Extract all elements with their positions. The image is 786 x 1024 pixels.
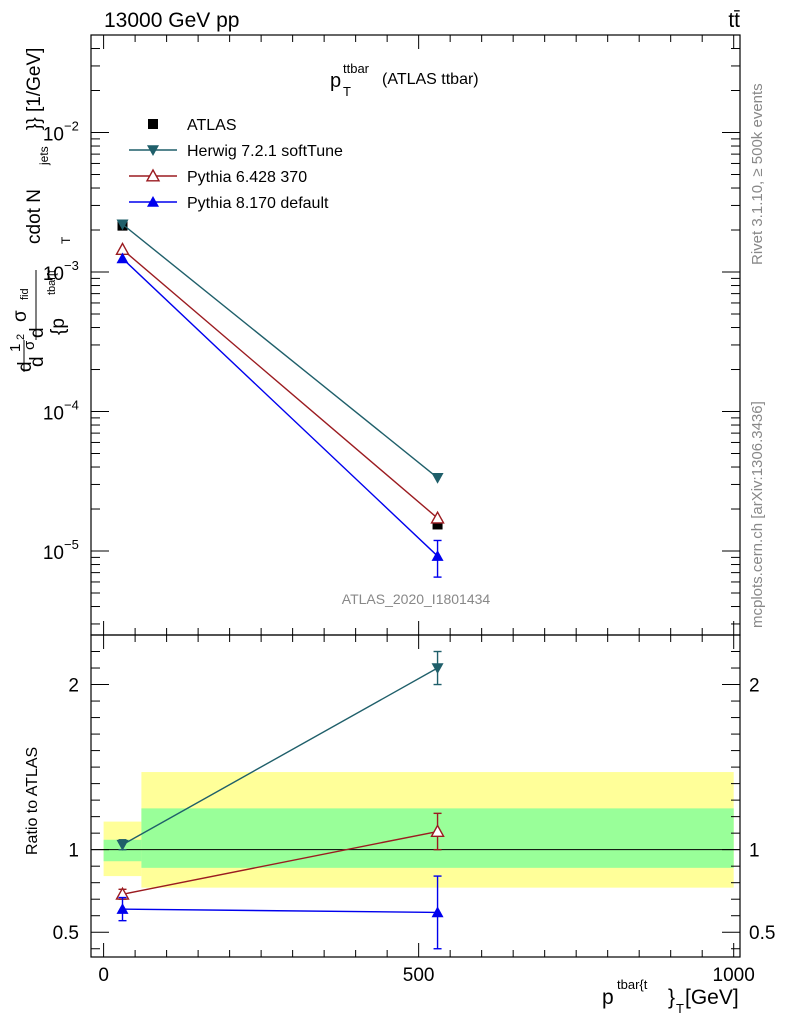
x-label-unit: [GeV] [685,986,739,1009]
main-line-herwig-7-2-1-softtune [122,223,438,479]
ratio-point-pythia-8-170-default [116,903,129,914]
plot-title: p ttbar T (ATLAS ttbar) [330,61,479,99]
y-tick-label-exponent: −2 [64,119,79,134]
legend-label-atlas: ATLAS [187,117,237,134]
ratio-line-pythia-6-428-370 [122,830,438,895]
main-line-pythia-8-170-default [122,257,439,557]
x-label-close: } [668,986,675,1009]
y-tick-label-ratio-right: 2 [749,676,760,697]
x-tick-label: 500 [403,965,435,986]
y-label-one: 1 [7,344,24,352]
y-tick-label-main: 10 [43,543,64,564]
y-label-sigma: σ [21,340,38,350]
y-label-brace-p: {p [48,318,69,335]
y-tick-label-ratio-right: 0.5 [749,923,775,944]
y-tick-label-main: 10 [43,264,64,285]
ratio-line-pythia-8-170-default [122,908,438,914]
y-label-tbar-sup: tbar[t [46,270,58,295]
main-y-axis-label: cdot N jets }} [1/GeV] d fid d {p tbar[t… [7,48,73,372]
legend: ATLAS Herwig 7.2.1 softTune Pythia 6.428 3… [129,117,343,212]
y-tick-label-main: 10 [43,404,64,425]
y-tick-label-exponent: −4 [64,398,79,413]
y-label-fid: fid [19,288,31,300]
y-label-jets-sub: jets [37,146,51,166]
ratio-line-herwig-7-2-1-softtune [122,667,438,846]
ratio-uncertainty-bands [103,772,734,888]
y-label-t-sub: T [59,236,73,244]
x-label-main: p [602,986,614,1009]
y-tick-label-exponent: −5 [64,537,79,552]
mcplots-label: mcplots.cern.ch [arXiv:1306.3436] [749,401,766,628]
x-axis-label: p tbar{t } T [GeV] [602,977,739,1016]
y-tick-label-ratio-left: 1 [68,841,79,862]
x-label-sup: tbar{t [617,977,648,992]
legend-marker-herwig-7-2-1-softtune [147,145,159,156]
y-tick-label-main: 10 [43,125,64,146]
plot-title-main: p [330,70,341,92]
y-label-sigma2: σ [10,310,31,322]
plot-title-sup: ttbar [343,61,370,76]
y-tick-label-ratio-left: 2 [68,676,79,697]
y-label-close-units: }} [1/GeV] [24,48,45,130]
analysis-watermark: ATLAS_2020_I1801434 [342,591,491,607]
y-label-d2: d [27,327,48,338]
ratio-y-axis-label: Ratio to ATLAS [24,747,41,855]
rivet-label: Rivet 3.1.10, ≥ 500k events [749,83,766,265]
main-point-pythia-6-428-370 [430,510,445,524]
legend-marker-pythia-6-428-370 [145,168,161,182]
main-axis-ticks: 10−510−410−310−2 [43,34,740,635]
y-label-two: 2 [15,334,27,340]
plot-title-suffix: (ATLAS ttbar) [382,71,479,88]
ratio-plot-frame [90,634,741,958]
ratio-axis-ticks: 0 500 1000 0.5 0.5 1 1 2 2 [53,635,775,986]
main-line-pythia-6-428-370 [122,248,439,519]
y-tick-label-ratio-right: 1 [749,841,760,862]
legend-label-herwig-7-2-1-softtune: Herwig 7.2.1 softTune [187,143,343,160]
ratio-point-herwig-7-2-1-softtune [116,839,129,851]
ratio-series-group [115,650,445,950]
main-point-herwig-7-2-1-softtune [431,472,444,484]
y-tick-label-exponent: −3 [64,258,79,273]
process-label: tt̄ [728,9,740,32]
main-point-pythia-8-170-default [431,550,444,561]
y-tick-label-ratio-left: 0.5 [53,923,79,944]
y-label-d-top: d [27,356,48,367]
legend-marker-pythia-8-170-default [147,196,159,207]
energy-label: 13000 GeV pp [104,9,239,32]
y-label-d-left: d [15,361,36,372]
ratio-point-pythia-6-428-370 [430,824,445,838]
main-point-herwig-7-2-1-softtune [116,219,129,231]
x-tick-label: 0 [98,965,109,986]
main-series-group [115,219,445,578]
legend-label-pythia-6-428-370: Pythia 6.428 370 [187,169,307,186]
x-tick-label: 1000 [713,965,755,986]
main-point-atlas [432,519,443,530]
plot-title-sub: T [343,84,351,99]
legend-marker-atlas [148,119,158,129]
y-label-ncdot: cdot N [24,189,45,244]
legend-label-pythia-8-170-default: Pythia 8.170 default [187,195,329,212]
main-point-pythia-8-170-default [116,252,129,264]
ratio-point-pythia-8-170-default [431,906,444,918]
ratio-point-herwig-7-2-1-softtune [431,663,444,675]
x-label-sub: T [676,1001,684,1016]
